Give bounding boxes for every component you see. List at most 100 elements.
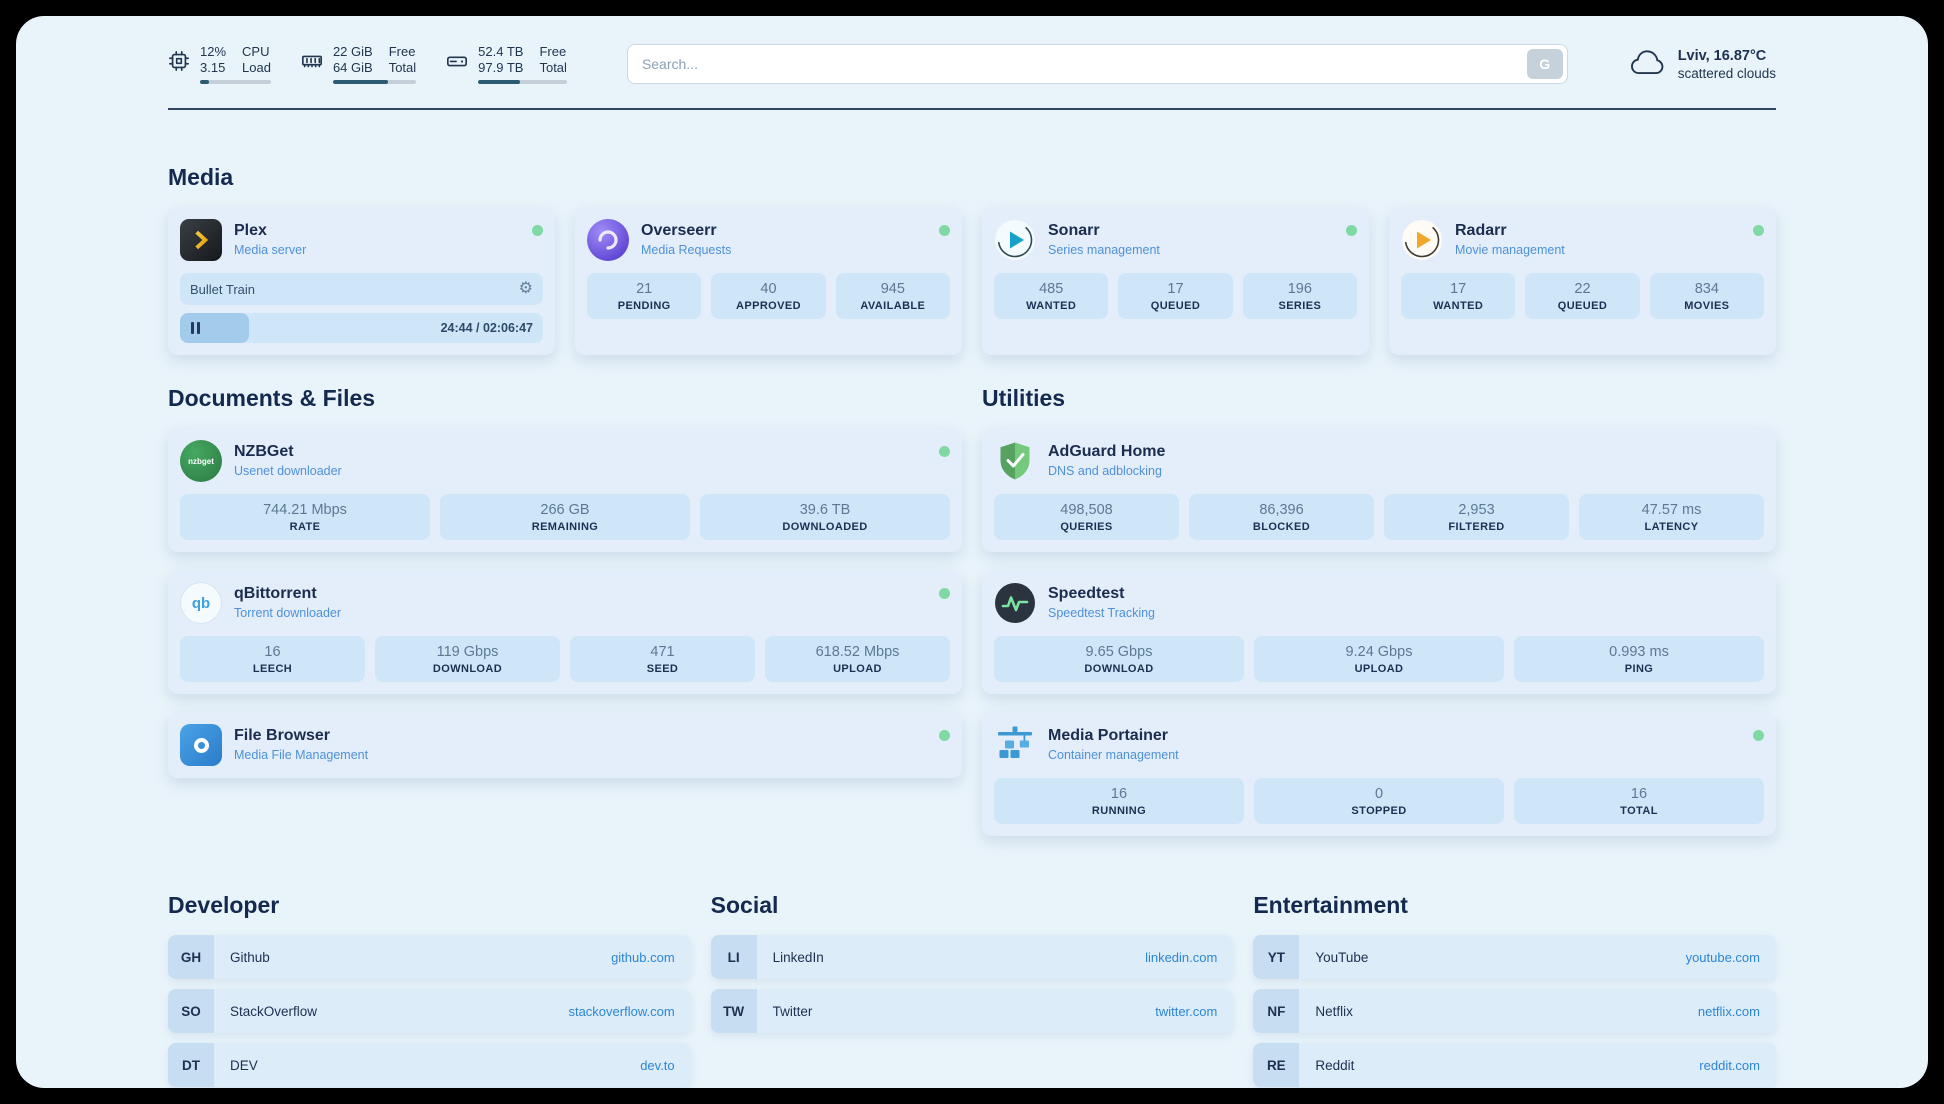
- bookmark-link[interactable]: netflix.com: [1697, 1003, 1760, 1019]
- weather-condition: scattered clouds: [1677, 65, 1776, 81]
- bookmark-abbr: RE: [1253, 1043, 1300, 1087]
- overseerr-icon: [587, 219, 629, 261]
- app-name: Overseerr: [641, 222, 717, 240]
- adguard-card[interactable]: AdGuard Home DNS and adblocking 498,508 …: [982, 428, 1776, 552]
- bookmark-netflix[interactable]: NF Netflix netflix.com: [1253, 989, 1776, 1033]
- stat-ping: 0.993 ms PING: [1514, 636, 1764, 682]
- nzbget-card[interactable]: nzbget NZBGet Usenet downloader 744.21 M…: [168, 428, 962, 552]
- bookmark-name: DEV: [230, 1057, 258, 1073]
- cpu-progress-bar: [200, 80, 271, 84]
- radarr-card[interactable]: Radarr Movie management 17 WANTED 22 QUE…: [1389, 207, 1776, 355]
- bookmark-linkedin[interactable]: LI LinkedIn linkedin.com: [710, 935, 1234, 979]
- media-section-title: Media: [168, 164, 234, 190]
- now-playing-title: Bullet Train: [190, 281, 256, 297]
- app-name: NZBGet: [234, 443, 294, 461]
- bookmark-name: YouTube: [1315, 949, 1369, 965]
- bookmark-github[interactable]: GH Github github.com: [168, 935, 691, 979]
- bookmark-link[interactable]: linkedin.com: [1145, 949, 1218, 965]
- status-dot: [939, 225, 950, 236]
- gear-icon[interactable]: ⚙: [518, 280, 533, 297]
- cpu-chip-icon: [168, 44, 190, 84]
- bookmark-twitter[interactable]: TW Twitter twitter.com: [710, 989, 1234, 1033]
- ram-progress-bar: [332, 80, 417, 84]
- bookmark-name: Github: [230, 949, 270, 965]
- plex-icon: [180, 219, 222, 261]
- bookmark-link[interactable]: youtube.com: [1685, 949, 1760, 965]
- disk-free-label: Free: [539, 44, 567, 59]
- stat-queued: 22 QUEUED: [1525, 273, 1640, 319]
- sonarr-icon: [994, 219, 1036, 261]
- status-dot: [532, 225, 543, 236]
- media-section: Media Plex Media server Bullet Train ⚙: [168, 164, 1776, 355]
- plex-card[interactable]: Plex Media server Bullet Train ⚙ 24:44 /…: [168, 207, 555, 355]
- topbar: 12% CPU 3.15 Load 22 GiB Free 64: [168, 44, 1776, 84]
- bookmark-stackoverflow[interactable]: SO StackOverflow stackoverflow.com: [168, 989, 691, 1033]
- ram-free-value: 22 GiB: [332, 44, 373, 59]
- stat-leech: 16 LEECH: [180, 636, 365, 682]
- bookmark-dev[interactable]: DT DEV dev.to: [168, 1043, 691, 1087]
- status-dot: [1753, 225, 1764, 236]
- stat-upload: 618.52 Mbps UPLOAD: [765, 636, 950, 682]
- disk-total-label: Total: [539, 60, 567, 75]
- filebrowser-card[interactable]: File Browser Media File Management: [168, 712, 962, 778]
- app-name: Speedtest: [1048, 585, 1125, 603]
- stat-seed: 471 SEED: [570, 636, 755, 682]
- stat-download: 119 Gbps DOWNLOAD: [375, 636, 560, 682]
- utilities-section-title: Utilities: [982, 385, 1066, 411]
- documents-section-title: Documents & Files: [168, 385, 376, 411]
- now-playing-row: Bullet Train ⚙: [180, 273, 543, 305]
- memory-icon: [301, 44, 323, 84]
- documents-section: Documents & Files nzbget NZBGet Usenet d…: [168, 385, 962, 836]
- stat-queries: 498,508 QUERIES: [994, 494, 1179, 540]
- bookmark-abbr: SO: [168, 989, 214, 1033]
- bookmark-abbr: NF: [1253, 989, 1300, 1033]
- bookmark-link[interactable]: github.com: [611, 949, 675, 965]
- portainer-card[interactable]: Media Portainer Container management 16 …: [982, 712, 1776, 836]
- app-subtitle: Media Requests: [641, 243, 732, 258]
- developer-section-title: Developer: [168, 892, 280, 918]
- bookmark-youtube[interactable]: YT YouTube youtube.com: [1253, 935, 1776, 979]
- playback-time: 24:44 / 02:06:47: [440, 321, 533, 335]
- app-subtitle: Movie management: [1455, 243, 1565, 258]
- portainer-icon: [994, 724, 1036, 766]
- stat-running: 16 RUNNING: [994, 778, 1244, 824]
- cpu-load-label: Load: [242, 60, 271, 75]
- dashboard-panel: 12% CPU 3.15 Load 22 GiB Free 64: [16, 16, 1928, 1088]
- social-bookmarks: Social LI LinkedIn linkedin.com TW Twitt…: [710, 892, 1234, 1087]
- speedtest-card[interactable]: Speedtest Speedtest Tracking 9.65 Gbps D…: [982, 570, 1776, 694]
- app-subtitle: Container management: [1048, 748, 1179, 763]
- storage-drive-icon: [446, 44, 468, 84]
- app-name: AdGuard Home: [1048, 443, 1166, 461]
- developer-bookmarks: Developer GH Github github.com SO StackO…: [168, 892, 691, 1087]
- status-dot: [939, 446, 950, 457]
- pause-icon[interactable]: [191, 322, 200, 334]
- cpu-load-value: 3.15: [200, 60, 226, 75]
- app-name: Media Portainer: [1048, 727, 1169, 745]
- disk-free-value: 52.4 TB: [478, 44, 524, 59]
- bookmark-link[interactable]: stackoverflow.com: [568, 1003, 675, 1019]
- sonarr-card[interactable]: Sonarr Series management 485 WANTED 17 Q…: [982, 207, 1369, 355]
- utilities-section: Utilities AdGuard Home DNS and adblockin…: [982, 385, 1776, 836]
- stat-latency: 47.57 ms LATENCY: [1579, 494, 1764, 540]
- search-input[interactable]: [627, 45, 1527, 83]
- bookmark-link[interactable]: twitter.com: [1155, 1003, 1218, 1019]
- search-engine-button[interactable]: G: [1526, 49, 1563, 79]
- weather-widget[interactable]: Lviv, 16.87°C scattered clouds: [1628, 46, 1776, 83]
- stat-queued: 17 QUEUED: [1118, 273, 1233, 319]
- status-dot: [1753, 730, 1764, 741]
- app-subtitle: Media File Management: [234, 748, 369, 763]
- cloud-icon: [1628, 46, 1666, 83]
- app-name: qBittorrent: [234, 585, 317, 603]
- bookmarks-area: Developer GH Github github.com SO StackO…: [168, 892, 1776, 1087]
- playback-progress-bar[interactable]: 24:44 / 02:06:47: [180, 313, 543, 343]
- overseerr-card[interactable]: Overseerr Media Requests 21 PENDING 40 A…: [575, 207, 962, 355]
- app-name: Sonarr: [1048, 222, 1100, 240]
- qbittorrent-card[interactable]: qb qBittorrent Torrent downloader 16 LEE…: [168, 570, 962, 694]
- bookmark-link[interactable]: dev.to: [640, 1057, 675, 1073]
- bookmark-name: Reddit: [1315, 1057, 1355, 1073]
- bookmark-abbr: DT: [168, 1043, 214, 1087]
- bookmark-reddit[interactable]: RE Reddit reddit.com: [1253, 1043, 1776, 1087]
- bookmark-link[interactable]: reddit.com: [1699, 1057, 1760, 1073]
- stat-remaining: 266 GB REMAINING: [440, 494, 690, 540]
